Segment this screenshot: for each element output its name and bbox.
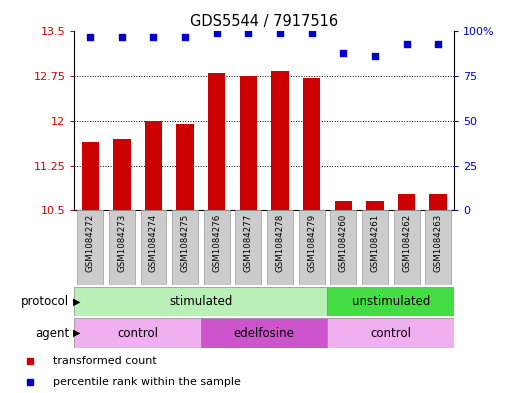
Text: edelfosine: edelfosine: [234, 327, 294, 340]
Point: [434, 41, 442, 47]
Text: GSM1084272: GSM1084272: [86, 214, 95, 272]
Point: [181, 34, 189, 40]
Point: [149, 34, 157, 40]
Text: unstimulated: unstimulated: [351, 295, 430, 308]
Bar: [208, 73, 225, 210]
Bar: [429, 194, 447, 210]
Bar: [267, 210, 293, 285]
Point: [212, 30, 221, 37]
Bar: [82, 142, 99, 210]
Bar: [109, 210, 135, 285]
Bar: [74, 287, 327, 316]
Text: GSM1084278: GSM1084278: [275, 214, 285, 272]
Point: [402, 41, 410, 47]
Text: protocol: protocol: [21, 295, 69, 308]
Text: GSM1084273: GSM1084273: [117, 214, 126, 272]
Bar: [327, 318, 454, 348]
Bar: [393, 210, 420, 285]
Bar: [77, 210, 103, 285]
Text: ▶: ▶: [73, 328, 81, 338]
Text: control: control: [370, 327, 411, 340]
Bar: [327, 287, 454, 316]
Bar: [330, 210, 356, 285]
Text: GSM1084274: GSM1084274: [149, 214, 158, 272]
Text: ▶: ▶: [73, 297, 81, 307]
Bar: [366, 201, 384, 210]
Text: GSM1084279: GSM1084279: [307, 214, 316, 272]
Bar: [334, 201, 352, 210]
Bar: [271, 72, 289, 210]
Text: GSM1084275: GSM1084275: [181, 214, 190, 272]
Point: [307, 30, 315, 37]
Bar: [113, 139, 130, 210]
Bar: [145, 121, 162, 210]
Bar: [176, 124, 194, 210]
Title: GDS5544 / 7917516: GDS5544 / 7917516: [190, 14, 338, 29]
Bar: [303, 78, 320, 210]
Bar: [204, 210, 230, 285]
Bar: [235, 210, 261, 285]
Text: control: control: [117, 327, 158, 340]
Point: [86, 34, 94, 40]
Text: GSM1084261: GSM1084261: [370, 214, 380, 272]
Bar: [425, 210, 451, 285]
Point: [339, 50, 347, 56]
Bar: [201, 318, 327, 348]
Bar: [74, 318, 201, 348]
Text: transformed count: transformed count: [53, 356, 156, 365]
Bar: [141, 210, 166, 285]
Bar: [398, 194, 415, 210]
Text: GSM1084260: GSM1084260: [339, 214, 348, 272]
Bar: [299, 210, 325, 285]
Point: [244, 30, 252, 37]
Text: agent: agent: [35, 327, 69, 340]
Text: GSM1084277: GSM1084277: [244, 214, 253, 272]
Point: [371, 53, 379, 60]
Text: GSM1084276: GSM1084276: [212, 214, 221, 272]
Text: percentile rank within the sample: percentile rank within the sample: [53, 377, 241, 387]
Bar: [362, 210, 388, 285]
Bar: [172, 210, 198, 285]
Text: GSM1084263: GSM1084263: [433, 214, 443, 272]
Text: stimulated: stimulated: [169, 295, 232, 308]
Point: [117, 34, 126, 40]
Point: [276, 30, 284, 37]
Bar: [240, 76, 257, 210]
Text: GSM1084262: GSM1084262: [402, 214, 411, 272]
